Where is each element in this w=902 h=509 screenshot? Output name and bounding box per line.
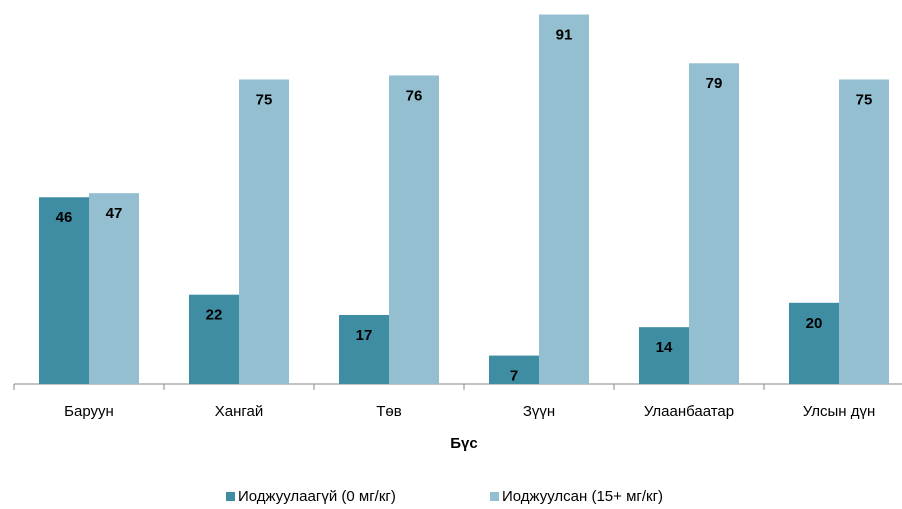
x-tick-label: Улаанбаатар bbox=[644, 403, 734, 420]
x-tick-label: Улсын дүн bbox=[803, 403, 876, 420]
x-axis-label: Бүс bbox=[450, 435, 477, 452]
legend-label: Иоджуулаагүй (0 мг/кг) bbox=[238, 488, 396, 505]
legend-label: Иоджуулсан (15+ мг/кг) bbox=[502, 488, 663, 505]
bar bbox=[639, 327, 689, 384]
data-label: 14 bbox=[656, 339, 673, 356]
bar bbox=[239, 79, 289, 384]
bar bbox=[89, 193, 139, 384]
data-label: 75 bbox=[856, 91, 873, 108]
x-tick-label: Зүүн bbox=[523, 403, 555, 420]
data-label: 75 bbox=[256, 91, 273, 108]
bar bbox=[789, 302, 839, 384]
x-tick-label: Баруун bbox=[64, 403, 114, 420]
data-label: 22 bbox=[206, 307, 223, 324]
data-label: 79 bbox=[706, 75, 723, 92]
bar bbox=[339, 314, 389, 384]
legend-swatch bbox=[226, 492, 235, 501]
bar bbox=[489, 355, 539, 384]
bar bbox=[389, 75, 439, 384]
data-label: 47 bbox=[106, 205, 123, 222]
data-label: 91 bbox=[556, 27, 573, 44]
data-label: 17 bbox=[356, 327, 373, 344]
data-label: 76 bbox=[406, 87, 423, 104]
bar bbox=[689, 63, 739, 384]
legend-swatch bbox=[490, 492, 499, 501]
bar bbox=[839, 79, 889, 384]
x-tick-label: Хангай bbox=[215, 403, 264, 420]
bar bbox=[39, 197, 89, 384]
data-label: 46 bbox=[56, 209, 73, 226]
bar bbox=[539, 14, 589, 384]
bar bbox=[189, 294, 239, 384]
data-label: 7 bbox=[510, 368, 518, 385]
x-tick-label: Төв bbox=[376, 403, 402, 420]
data-label: 20 bbox=[806, 315, 823, 332]
